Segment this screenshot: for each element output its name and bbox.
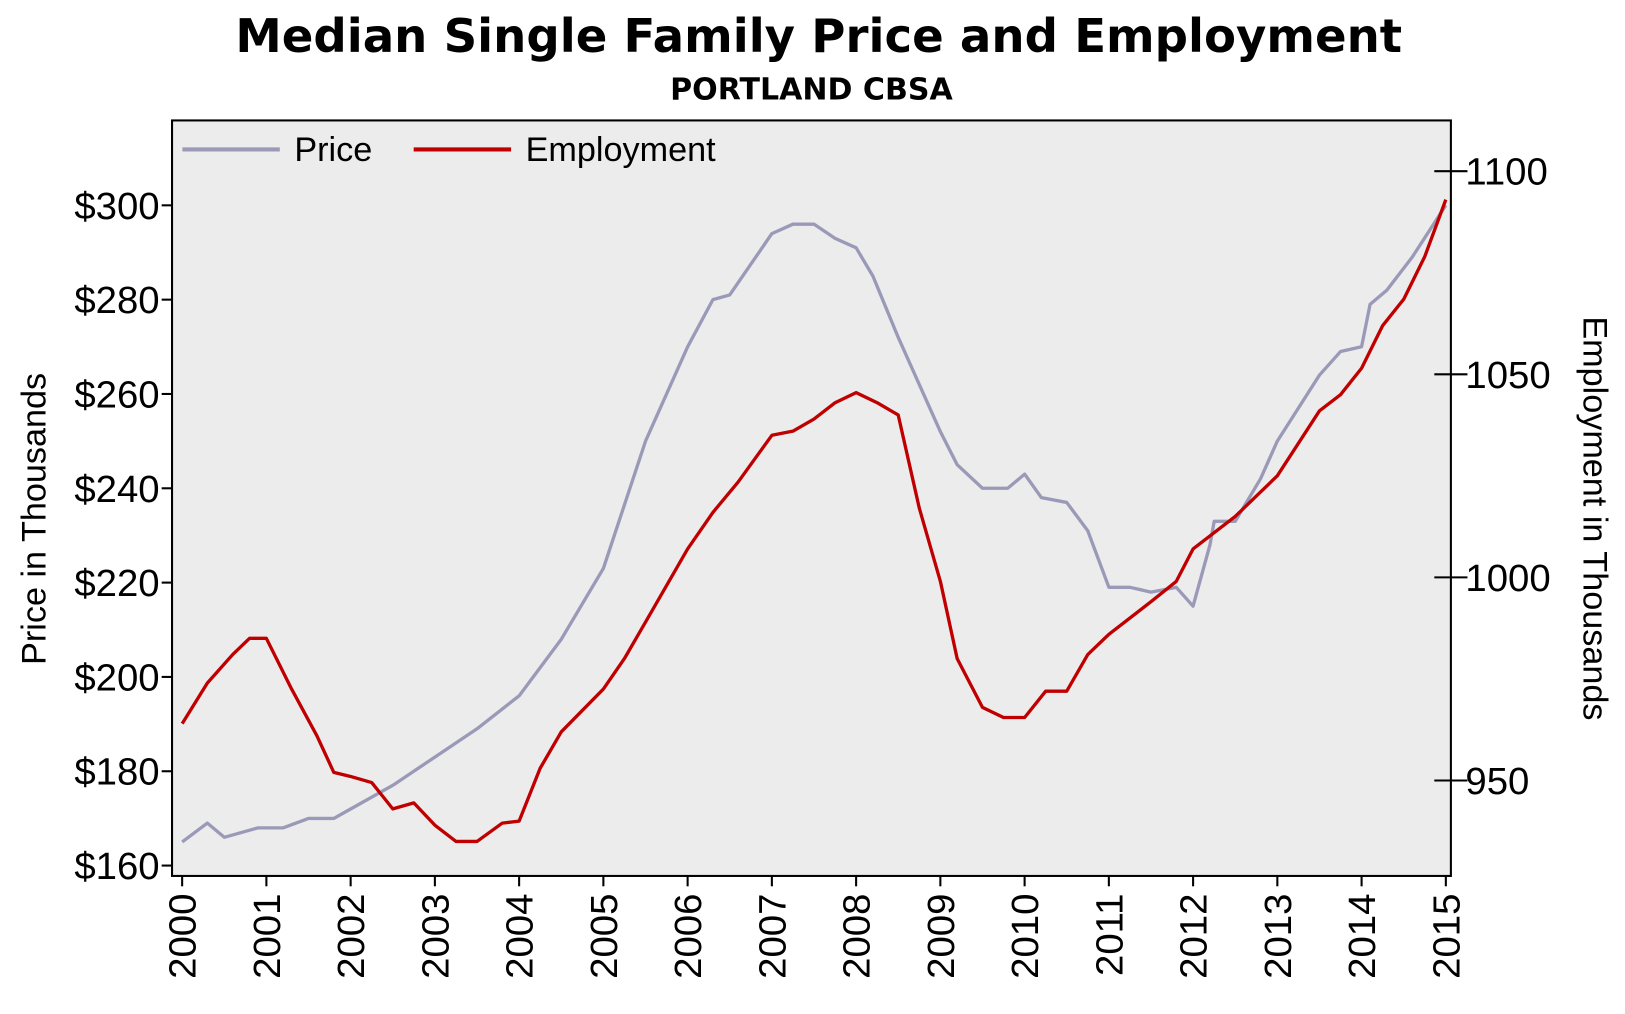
- x-tick-label: 2001: [246, 894, 289, 979]
- x-tick-label: 2008: [836, 894, 879, 979]
- line-series: [181, 204, 1448, 844]
- x-tick-label: 2004: [499, 894, 542, 979]
- x-tick-label: 2007: [751, 894, 794, 979]
- x-tick-label: 2002: [330, 894, 373, 979]
- chart-title: Median Single Family Price and Employmen…: [235, 9, 1402, 63]
- x-tick-label: 2010: [1004, 894, 1047, 979]
- y-tick-label: $300: [74, 185, 159, 228]
- plot-background: [172, 120, 1451, 876]
- x-tick-label: 2012: [1173, 894, 1216, 979]
- y-tick-label: $260: [74, 373, 159, 416]
- x-tick-label: 2014: [1341, 894, 1384, 979]
- x-tick-label: 2015: [1425, 894, 1468, 979]
- y2-tick-label: 1000: [1465, 557, 1550, 600]
- y2-tick-label: 1050: [1465, 354, 1550, 397]
- y-tick-label: $180: [74, 751, 159, 794]
- line-series: [180, 199, 1448, 844]
- y2-tick-label: 1100: [1465, 151, 1547, 194]
- y-tick-label: $160: [74, 845, 159, 888]
- x-tick-label: 2013: [1257, 894, 1300, 979]
- y2-tick-label: 950: [1465, 760, 1529, 803]
- y-tick-label: $200: [74, 656, 159, 699]
- x-tick-label: 2000: [162, 894, 205, 979]
- x-tick-label: 2009: [920, 894, 963, 979]
- y-tick-label: $280: [74, 279, 159, 322]
- plot-border: [170, 119, 1452, 877]
- y2-axis-title: Employment in Thousands: [1576, 316, 1614, 720]
- x-tick-label: 2005: [583, 894, 626, 979]
- y-axis-title: Price in Thousands: [16, 373, 54, 665]
- x-tick-label: 2006: [667, 894, 710, 979]
- y-tick-label: $220: [74, 562, 159, 605]
- legend-label: Employment: [526, 131, 717, 169]
- x-tick-label: 2003: [414, 894, 457, 979]
- chart-subtitle: PORTLAND CBSA: [670, 73, 953, 108]
- x-tick-label: 2011: [1088, 894, 1131, 976]
- y-tick-label: $240: [74, 468, 159, 511]
- legend-label: Price: [294, 131, 372, 169]
